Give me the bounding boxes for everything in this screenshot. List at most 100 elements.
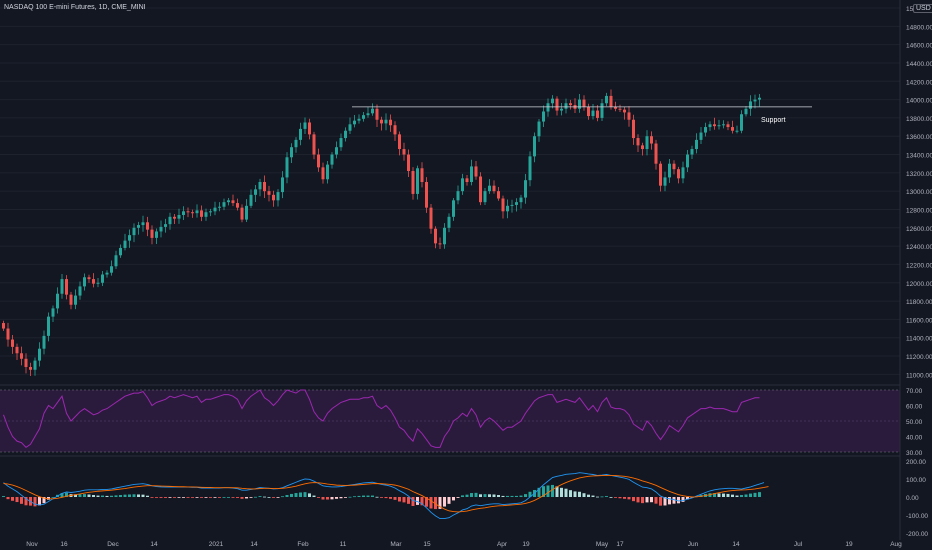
macd-histogram-bar <box>515 495 518 497</box>
candle-body <box>366 113 370 116</box>
candle-body <box>515 202 518 205</box>
time-tick-label: Feb <box>297 541 309 548</box>
candle-body <box>299 128 302 140</box>
macd-histogram-bar <box>731 494 734 497</box>
candle-body <box>371 108 374 114</box>
macd-histogram-bar <box>623 497 626 499</box>
candle-body <box>47 316 50 336</box>
currency-badge[interactable]: USD <box>913 4 932 13</box>
candle-body <box>110 266 113 273</box>
macd-histogram-bar <box>434 497 437 510</box>
candle-body <box>434 228 437 244</box>
macd-histogram-bar <box>11 497 14 501</box>
price-tick-label: 13800.00 <box>906 116 932 123</box>
candle-body <box>726 124 730 128</box>
price-tick-label: 14400.00 <box>906 61 932 68</box>
candle-body <box>137 225 140 228</box>
macd-histogram-bar <box>290 493 293 497</box>
macd-histogram-bar <box>321 497 325 500</box>
macd-histogram-bar <box>335 497 338 499</box>
macd-histogram-bar <box>146 495 149 497</box>
time-tick-label: Aug <box>890 541 902 548</box>
time-tick-label: 11 <box>340 541 347 548</box>
candle-body <box>218 206 221 208</box>
candle-body <box>209 211 212 213</box>
macd-histogram-bar <box>483 494 487 497</box>
macd-histogram-bar <box>569 490 572 497</box>
macd-histogram-bar <box>573 491 577 497</box>
macd-histogram-bar <box>425 497 428 507</box>
macd-histogram-bar <box>578 491 581 497</box>
price-panel[interactable] <box>2 89 761 376</box>
time-tick-label: 19 <box>522 541 530 548</box>
macd-histogram-bar <box>33 497 37 507</box>
candle-body <box>731 127 734 131</box>
time-tick-label: Jul <box>794 541 803 548</box>
candle-body <box>596 110 599 118</box>
candle-body <box>753 99 757 102</box>
macd-histogram-bar <box>398 497 401 502</box>
macd-histogram-bar <box>474 492 478 497</box>
macd-histogram-bar <box>650 497 653 503</box>
rsi-tick-label: 60.00 <box>906 404 923 411</box>
macd-tick-label: -100.00 <box>906 513 928 520</box>
candle-body <box>159 226 163 232</box>
candle-body <box>609 95 613 107</box>
macd-histogram-bar <box>560 487 563 497</box>
rsi-tick-label: 70.00 <box>906 388 923 395</box>
candle-body <box>380 119 383 124</box>
macd-histogram-bar <box>452 497 455 501</box>
macd-histogram-bar <box>182 497 185 498</box>
macd-histogram-bar <box>209 497 212 498</box>
candle-body <box>695 139 698 150</box>
time-axis[interactable]: Nov 16 Dec 14 2021 14 Feb 11 Mar 15 Apr 19 May 17 Jun 1… <box>26 541 902 548</box>
time-tick-label: Nov <box>26 541 38 548</box>
macd-histogram-bar <box>276 497 280 498</box>
macd-histogram-bar <box>128 494 131 497</box>
price-axis[interactable]: 15000.0014800.0014600.0014400.0014200.00… <box>899 0 932 540</box>
candle-body <box>182 211 185 215</box>
macd-histogram-bar <box>105 495 109 497</box>
macd-histogram-bar <box>726 493 730 497</box>
candle-body <box>519 197 523 203</box>
rsi-panel[interactable] <box>0 384 900 453</box>
macd-tick-label: 200.00 <box>906 459 926 466</box>
price-tick-label: 11600.00 <box>906 317 932 324</box>
candle-body <box>744 108 748 115</box>
candle-body <box>542 111 545 122</box>
candle-body <box>641 145 644 150</box>
candle-body <box>452 200 455 217</box>
macd-histogram-bar <box>668 497 671 505</box>
candle-body <box>11 339 14 347</box>
signal-line <box>3 474 769 513</box>
support-annotation[interactable]: Support <box>352 106 812 124</box>
macd-histogram-bar <box>713 493 716 497</box>
candle-body <box>344 130 347 139</box>
candle-body <box>587 106 590 117</box>
candle-body <box>551 98 554 104</box>
macd-histogram-bar <box>641 497 644 504</box>
macd-panel[interactable] <box>0 455 900 520</box>
macd-histogram-bar <box>371 495 374 497</box>
macd-histogram-bar <box>605 496 608 497</box>
candle-body <box>632 119 635 139</box>
macd-histogram-bar <box>317 497 320 498</box>
candle-body <box>650 136 653 144</box>
macd-tick-label: 100.00 <box>906 477 926 484</box>
chart-title: NASDAQ 100 E-mini Futures, 1D, CME_MINI <box>4 4 146 11</box>
macd-histogram-bar <box>231 497 235 498</box>
candle-body <box>659 163 662 186</box>
candle-body <box>578 99 581 109</box>
macd-histogram-bar <box>155 497 158 498</box>
macd-histogram-bar <box>627 497 631 500</box>
candle-body <box>564 103 568 109</box>
macd-histogram-bar <box>267 497 271 498</box>
candle-body <box>146 222 149 230</box>
candle-body <box>677 169 680 179</box>
candle-body <box>290 147 293 158</box>
candle-body <box>555 98 559 111</box>
macd-histogram-bar <box>465 494 469 497</box>
macd-histogram-bar <box>488 494 491 497</box>
candle-body <box>470 166 473 183</box>
price-tick-label: 11400.00 <box>906 336 932 343</box>
